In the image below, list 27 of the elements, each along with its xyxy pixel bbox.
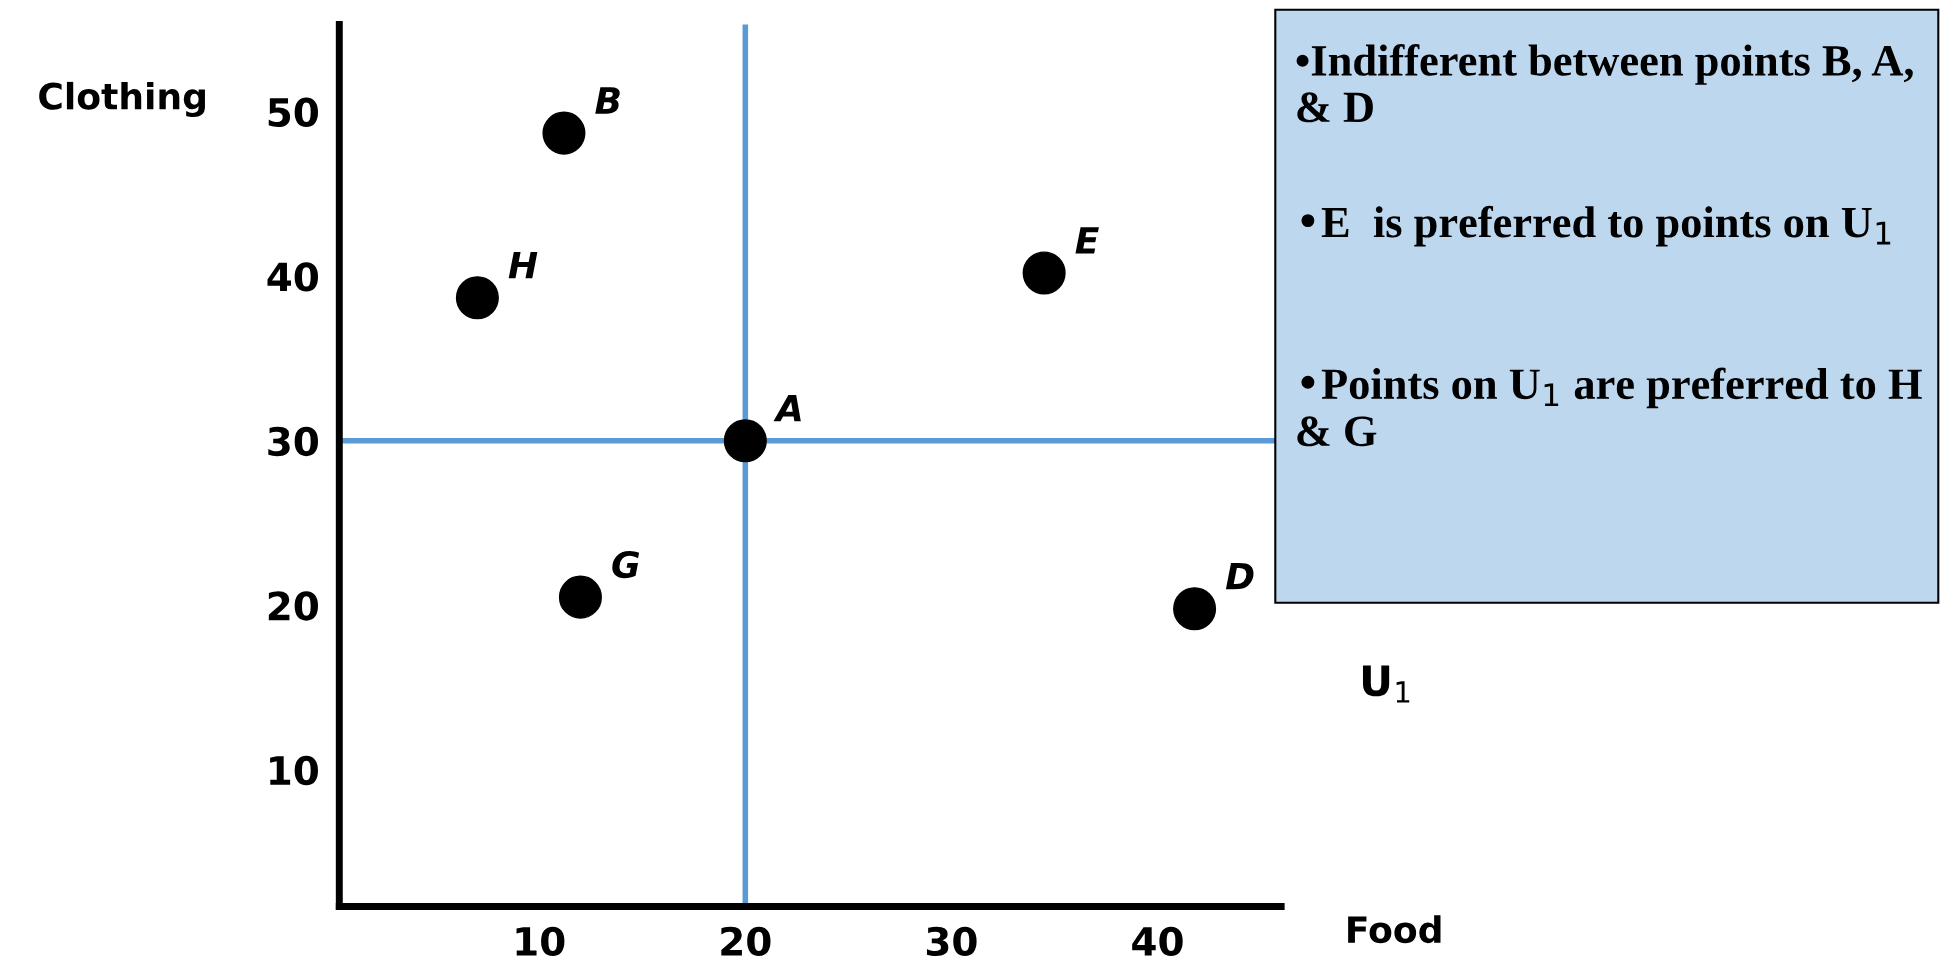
annotation: D bbox=[1225, 562, 1254, 590]
point bbox=[1022, 251, 1066, 295]
point bbox=[1173, 587, 1217, 631]
y-tick-label: 40 bbox=[267, 262, 318, 292]
text: •Points on U$_{1}$ are preferred to H & G bbox=[1297, 367, 1922, 447]
x-tick-label: 10 bbox=[516, 926, 565, 957]
point bbox=[558, 575, 602, 619]
y-tick-label: 10 bbox=[270, 755, 318, 786]
y-tick-label: 20 bbox=[268, 591, 318, 621]
point bbox=[455, 276, 499, 320]
point bbox=[542, 111, 586, 155]
annotation: A bbox=[773, 395, 801, 422]
y-tick-label: 50 bbox=[268, 97, 318, 128]
text: U$_{1}$ bbox=[1362, 665, 1410, 703]
point bbox=[723, 419, 767, 463]
x-tick-label: 30 bbox=[926, 926, 977, 957]
text: •Indifferent between points B, A, & D bbox=[1296, 44, 1913, 123]
annotation: H bbox=[508, 251, 538, 279]
annotation: G bbox=[612, 550, 640, 579]
x-axis-title: Food bbox=[1348, 915, 1441, 944]
x-tick-label: 20 bbox=[721, 926, 771, 957]
annotation: B bbox=[595, 87, 620, 114]
y-axis-title: Clothing bbox=[39, 81, 205, 118]
text: •E is preferred to points on U$_{1}$ bbox=[1301, 205, 1891, 247]
x-tick-label: 40 bbox=[1132, 926, 1183, 957]
y-tick-label: 30 bbox=[268, 426, 318, 457]
annotation: E bbox=[1075, 227, 1099, 254]
